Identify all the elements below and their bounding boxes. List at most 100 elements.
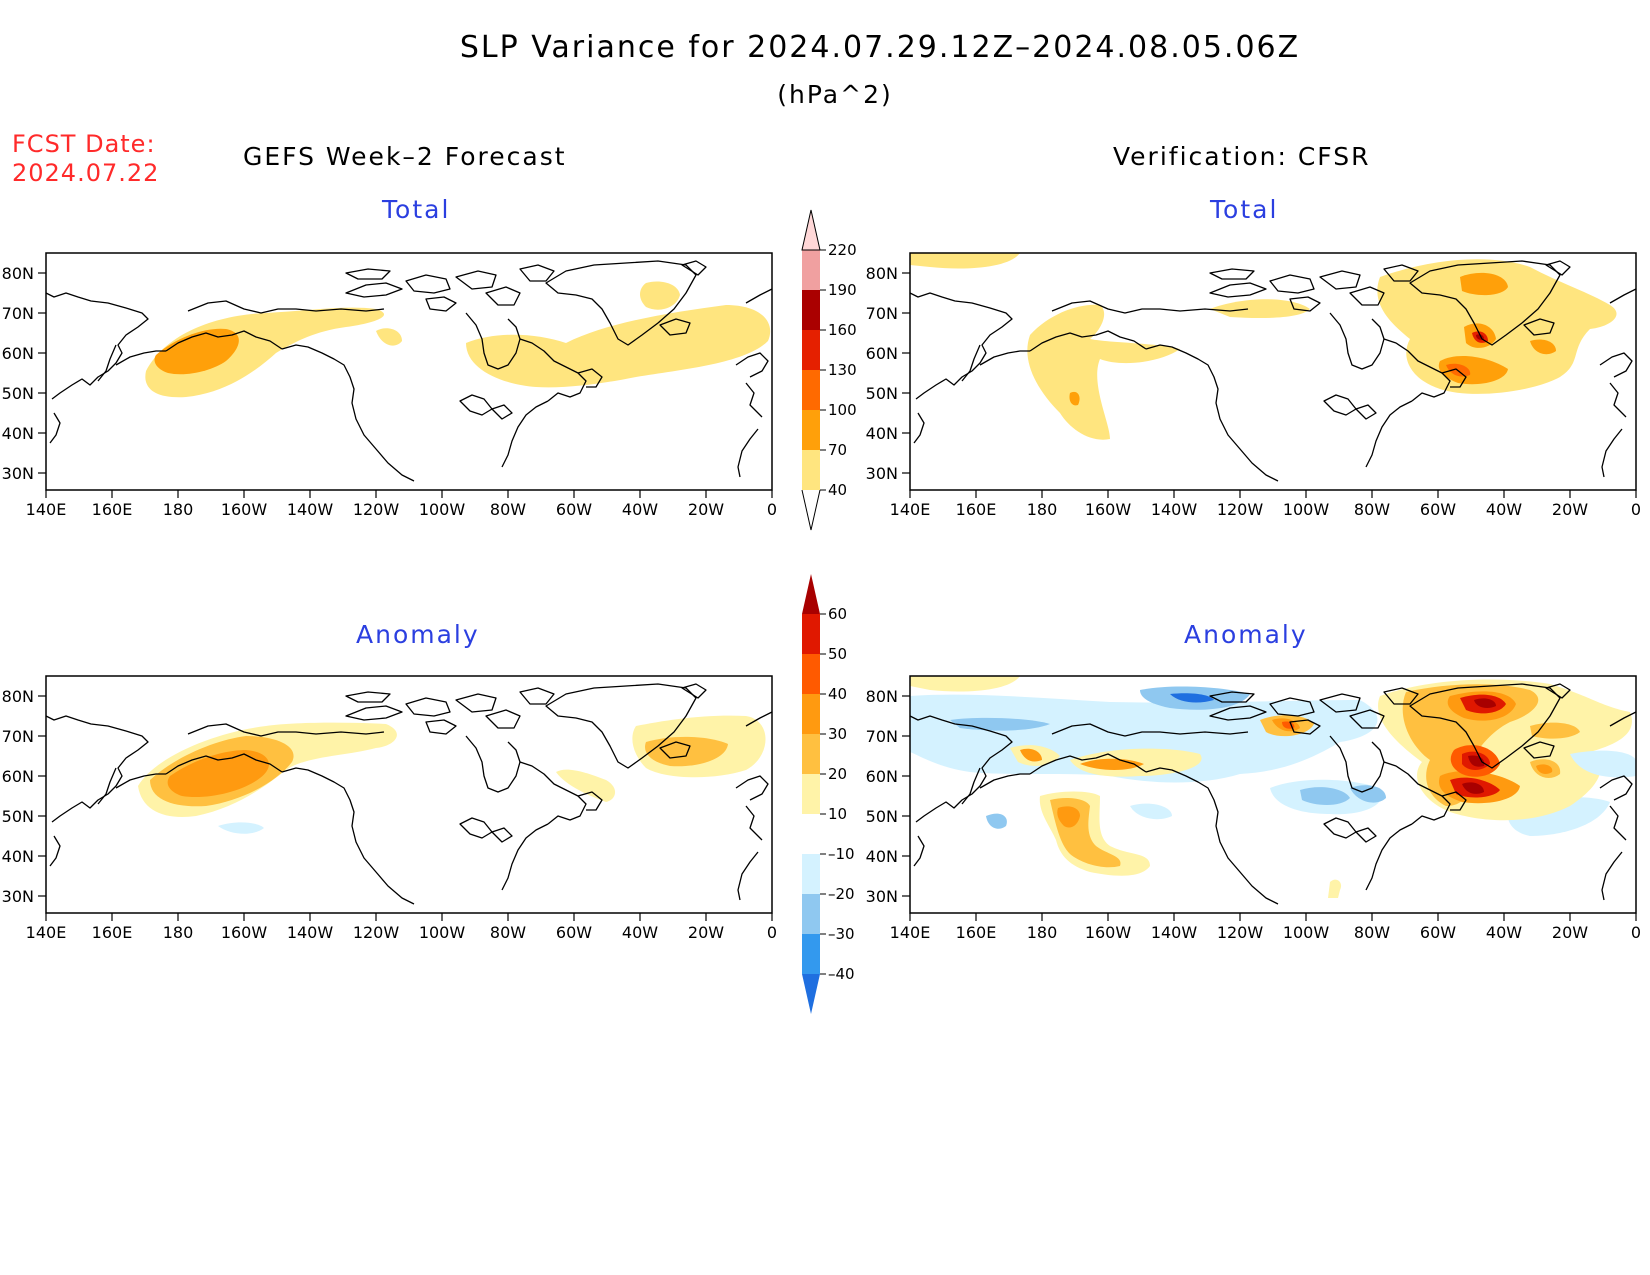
verification-total-map: 80N 70N 60N 50N 40N 30N 140E 160E 180 160W 140W 120…	[866, 252, 1641, 519]
colorbar-box	[802, 694, 820, 734]
verification-anomaly-lon-label: 20W	[1552, 923, 1588, 942]
verification-total-lon-label: 160E	[956, 500, 997, 519]
verification-total-contour-area	[1377, 259, 1617, 394]
colorbar-box	[802, 614, 820, 654]
forecast-anomaly-lon-label: 80W	[490, 923, 526, 942]
colorbar-label: 40	[828, 685, 847, 703]
forecast-anomaly-frame	[45, 675, 773, 914]
main-title: SLP Variance for 2024.07.29.12Z–2024.08.…	[459, 30, 1301, 65]
colorbar-box	[802, 410, 820, 450]
colorbar-box	[802, 934, 820, 974]
verification-total-frame	[909, 252, 1637, 491]
verification-anomaly-lat-label: 50N	[866, 807, 898, 826]
verification-total-lon-label: 80W	[1354, 500, 1390, 519]
forecast-total-frame	[45, 252, 773, 491]
forecast-anomaly-lon-label: 140W	[287, 923, 334, 942]
verification-total-lat-label: 80N	[866, 264, 898, 283]
anomaly-colorbar: –40 –30 –20 –10 10 20 30 40 50 60	[802, 574, 855, 1014]
forecast-total-title: Total	[382, 195, 451, 224]
verification-total-title: Total	[1210, 195, 1279, 224]
colorbar-box	[802, 290, 820, 330]
verification-anomaly-contour-area	[1080, 758, 1144, 770]
verification-anomaly-lon-label: 0	[1631, 923, 1641, 942]
colorbar-box	[802, 854, 820, 894]
colorbar-box	[802, 734, 820, 774]
forecast-anomaly-lon-label: 60W	[556, 923, 592, 942]
forecast-anomaly-title: Anomaly	[356, 620, 480, 649]
forecast-anomaly-shading	[46, 683, 772, 905]
forecast-total-lon-label: 180	[163, 500, 194, 519]
forecast-total-contour-area	[640, 281, 680, 310]
forecast-anomaly-contour-area	[185, 759, 252, 789]
colorbar-box	[802, 654, 820, 694]
forecast-anomaly-lon-label: 120W	[353, 923, 400, 942]
forecast-total-lon-label: 0	[767, 500, 777, 519]
forecast-total-map: 80N 70N 60N 50N 40N 30N 140E 160E 180 160W 140W 120…	[2, 252, 777, 519]
forecast-total-shading	[46, 260, 772, 482]
colorbar-box	[802, 370, 820, 410]
verification-total-lon-label: 0	[1631, 500, 1641, 519]
colorbar-label: 50	[828, 645, 847, 663]
forecast-anomaly-contour-area	[645, 736, 728, 767]
verification-anomaly-lon-label: 60W	[1420, 923, 1456, 942]
forecast-total-lon-label: 80W	[490, 500, 526, 519]
forecast-anomaly-lon-label: 160W	[221, 923, 268, 942]
colorbar-upper-arrow	[802, 574, 820, 614]
colorbar-label: –40	[828, 965, 855, 983]
verification-anomaly-title: Anomaly	[1184, 620, 1308, 649]
forecast-total-lon-label: 160W	[221, 500, 268, 519]
forecast-total-lon-label: 140E	[26, 500, 67, 519]
verification-anomaly-lon-label: 140E	[890, 923, 931, 942]
verification-total-contour-area	[1210, 299, 1310, 319]
forecast-total-lat-label: 30N	[2, 464, 34, 483]
verification-anomaly-lon-label: 120W	[1217, 923, 1264, 942]
colorbar-box	[802, 450, 820, 490]
verification-total-contour-area	[910, 253, 1020, 269]
forecast-total-lat-label: 50N	[2, 384, 34, 403]
colorbar-box	[802, 774, 820, 814]
verification-total-lat-label: 30N	[866, 464, 898, 483]
verification-anomaly-contour-area	[1462, 782, 1484, 794]
forecast-total-lon-label: 100W	[419, 500, 466, 519]
verification-anomaly-lon-label: 80W	[1354, 923, 1390, 942]
forecast-anomaly-lon-label: 20W	[688, 923, 724, 942]
verification-total-lon-label: 60W	[1420, 500, 1456, 519]
forecast-anomaly-lat-label: 30N	[2, 887, 34, 906]
verification-anomaly-lon-label: 100W	[1283, 923, 1330, 942]
units-subtitle: (hPa^2)	[777, 80, 893, 109]
verification-total-contour-area	[1069, 391, 1080, 406]
verification-anomaly-lat-label: 60N	[866, 767, 898, 786]
verification-total-lat-label: 40N	[866, 424, 898, 443]
colorbar-label: 40	[828, 481, 847, 499]
forecast-anomaly-lat-label: 50N	[2, 807, 34, 826]
verification-anomaly-contour-area	[1057, 806, 1080, 828]
verification-anomaly-lat-label: 30N	[866, 887, 898, 906]
verification-anomaly-contour-area	[986, 813, 1007, 829]
verification-anomaly-lon-label: 160E	[956, 923, 997, 942]
verification-total-contour-area	[1438, 355, 1508, 385]
colorbar-label: –30	[828, 925, 855, 943]
colorbar-box	[802, 814, 820, 854]
verification-anomaly-contour-area	[910, 676, 1020, 692]
colorbar-box	[802, 894, 820, 934]
verification-anomaly-lat-label: 80N	[866, 687, 898, 706]
verification-anomaly-contour-area	[1020, 748, 1042, 762]
verification-total-lon-label: 100W	[1283, 500, 1330, 519]
verification-total-lat-label: 50N	[866, 384, 898, 403]
forecast-anomaly-lon-label: 100W	[419, 923, 466, 942]
colorbar-box	[802, 330, 820, 370]
verification-anomaly-contour-area	[1474, 698, 1496, 708]
colorbar-box	[802, 250, 820, 290]
forecast-total-lon-label: 140W	[287, 500, 334, 519]
forecast-total-lat-label: 80N	[2, 264, 34, 283]
forecast-total-contour-area	[376, 328, 402, 346]
verification-total-lon-label: 140W	[1151, 500, 1198, 519]
colorbar-label: 30	[828, 725, 847, 743]
fcst-date-label: FCST Date:	[12, 130, 156, 158]
colorbar-label: 60	[828, 605, 847, 623]
verification-anomaly-lat-label: 70N	[866, 727, 898, 746]
forecast-total-contour-area	[145, 307, 385, 398]
forecast-anomaly-contour-area	[556, 769, 616, 802]
verification-anomaly-lat-label: 40N	[866, 847, 898, 866]
